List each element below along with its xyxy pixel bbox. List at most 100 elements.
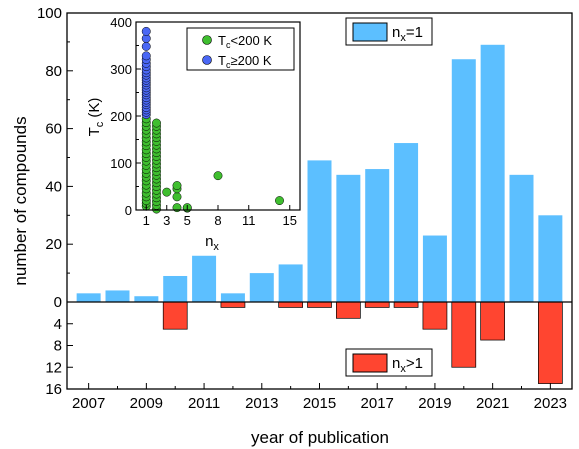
legend-lower-label: nx>1 — [392, 355, 423, 375]
bar-upper-2023 — [538, 215, 563, 302]
bar-upper-2021 — [480, 44, 505, 302]
inset-y-tick-label: 200 — [110, 109, 132, 124]
y-tick-label-upper: 100 — [37, 5, 62, 22]
x-tick-label: 2007 — [72, 395, 105, 412]
upper-bars — [76, 44, 563, 302]
y-tick-label-upper: 20 — [45, 236, 62, 253]
inset-y-tick-label: 100 — [110, 156, 132, 171]
inset-y-label-tail: (K) — [86, 98, 103, 122]
inset-x-tick-label: 3 — [163, 213, 170, 228]
point-high-23 — [141, 41, 151, 51]
bar-upper-2017 — [365, 169, 390, 302]
point-high-25 — [141, 26, 151, 36]
inset-legend-marker-low — [202, 35, 212, 45]
inset-x-tick-label: 8 — [214, 213, 221, 228]
bar-lower-2015 — [307, 301, 332, 308]
bar-upper-2015 — [307, 160, 332, 302]
bar-upper-2020 — [451, 59, 476, 302]
legend-lower-label-tail: >1 — [406, 355, 423, 372]
inset-ticks: 1 3 5 8 11 15 0 100 200 300 400 — [110, 15, 297, 228]
y-tick-label-lower: 12 — [45, 359, 62, 376]
inset-x-tick-label: 1 — [143, 213, 150, 228]
point-high-22 — [141, 51, 151, 61]
x-tick-label: 2017 — [361, 395, 394, 412]
x-tick-label: 2023 — [534, 395, 567, 412]
legend-lower-swatch — [352, 353, 388, 373]
bar-upper-2010 — [163, 275, 188, 302]
inset-legend-low-main: T — [218, 33, 226, 48]
inset-legend-high-tail: ≥200 K — [230, 53, 271, 68]
x-tick-label: 2011 — [188, 395, 220, 412]
bar-lower-2021 — [480, 301, 505, 341]
y-tick-label-upper: 80 — [45, 63, 62, 80]
inset-legend-low-tail: <200 K — [230, 33, 272, 48]
bar-upper-2022 — [509, 174, 534, 302]
bar-upper-2008 — [105, 290, 130, 302]
inset-x-tick-label: 11 — [242, 213, 256, 228]
inset-x-label-main: n — [205, 233, 213, 250]
bar-lower-2017 — [364, 301, 390, 308]
bar-upper-2016 — [336, 174, 361, 302]
x-tick-label: 2019 — [418, 395, 451, 412]
point-low-50 — [172, 192, 182, 202]
lower-bars — [162, 301, 563, 384]
inset-legend-high-main: T — [218, 53, 226, 68]
inset-y-tick-label: 0 — [125, 203, 132, 218]
legend-lower-label-sub: x — [400, 363, 406, 375]
legend-upper-label-main: n — [392, 24, 400, 41]
y-tick-label-upper: 60 — [45, 121, 62, 138]
y-tick-label-lower: 8 — [54, 338, 62, 355]
bar-lower-2023 — [538, 301, 563, 384]
bar-upper-2013 — [249, 273, 274, 302]
inset-x-label: nx — [205, 233, 219, 253]
inset-legend-label-high: Tc≥200 K — [218, 53, 272, 70]
bar-lower-2016 — [336, 301, 361, 319]
inset-x-tick-label: 15 — [283, 213, 297, 228]
bar-lower-2014 — [278, 301, 303, 308]
inset-y-tick-label: 300 — [110, 62, 132, 77]
legend-lower: nx>1 — [345, 348, 433, 377]
bar-upper-2018 — [394, 143, 419, 302]
main-ticks: 2007 2009 2011 2013 2015 2017 2019 2021 2023 0 20 4… — [37, 5, 567, 412]
bar-upper-2009 — [134, 296, 159, 302]
inset-legend-label-low: Tc<200 K — [218, 33, 272, 50]
legend-upper-label-tail: =1 — [406, 24, 423, 41]
y-tick-label-lower: 4 — [54, 316, 62, 333]
legend-upper: nx=1 — [345, 17, 433, 46]
legend-upper-label: nx=1 — [392, 24, 423, 44]
bar-upper-2014 — [278, 264, 303, 302]
y-tick-label-lower: 16 — [45, 381, 62, 398]
bar-lower-2018 — [393, 301, 419, 308]
inset-x-label-sub: x — [213, 241, 219, 253]
inset-y-label-sub: c — [94, 121, 106, 127]
bar-lower-2019 — [422, 301, 448, 330]
inset-y-label: Tc (K) — [86, 98, 106, 137]
y-tick-label-upper: 40 — [45, 178, 62, 195]
x-tick-label: 2015 — [303, 395, 336, 412]
inset-legend-low-sub: c — [226, 40, 231, 50]
bar-upper-2007 — [76, 293, 101, 302]
x-tick-label: 2013 — [245, 395, 278, 412]
bar-lower-2010 — [162, 301, 188, 330]
inset-legend-marker-high — [202, 55, 212, 65]
point-low-56 — [275, 196, 284, 206]
x-axis-label: year of publication — [251, 428, 389, 447]
inset-legend-high-sub: c — [226, 60, 231, 70]
legend-upper-label-sub: x — [400, 32, 406, 44]
point-low-52 — [172, 181, 182, 191]
inset-y-label-main: T — [86, 127, 103, 136]
point-low-48 — [162, 187, 172, 197]
x-tick-label: 2009 — [130, 395, 163, 412]
bar-lower-2020 — [451, 301, 477, 368]
inset-x-tick-label: 5 — [184, 213, 191, 228]
point-low-55 — [213, 171, 223, 181]
point-low-47 — [152, 118, 161, 128]
bar-upper-2011 — [192, 255, 217, 302]
bar-lower-2012 — [220, 301, 246, 308]
x-tick-label: 2021 — [476, 395, 509, 412]
bar-upper-2019 — [422, 235, 447, 302]
y-axis-label: number of compounds — [11, 116, 30, 285]
inset-y-tick-label: 400 — [110, 15, 132, 30]
